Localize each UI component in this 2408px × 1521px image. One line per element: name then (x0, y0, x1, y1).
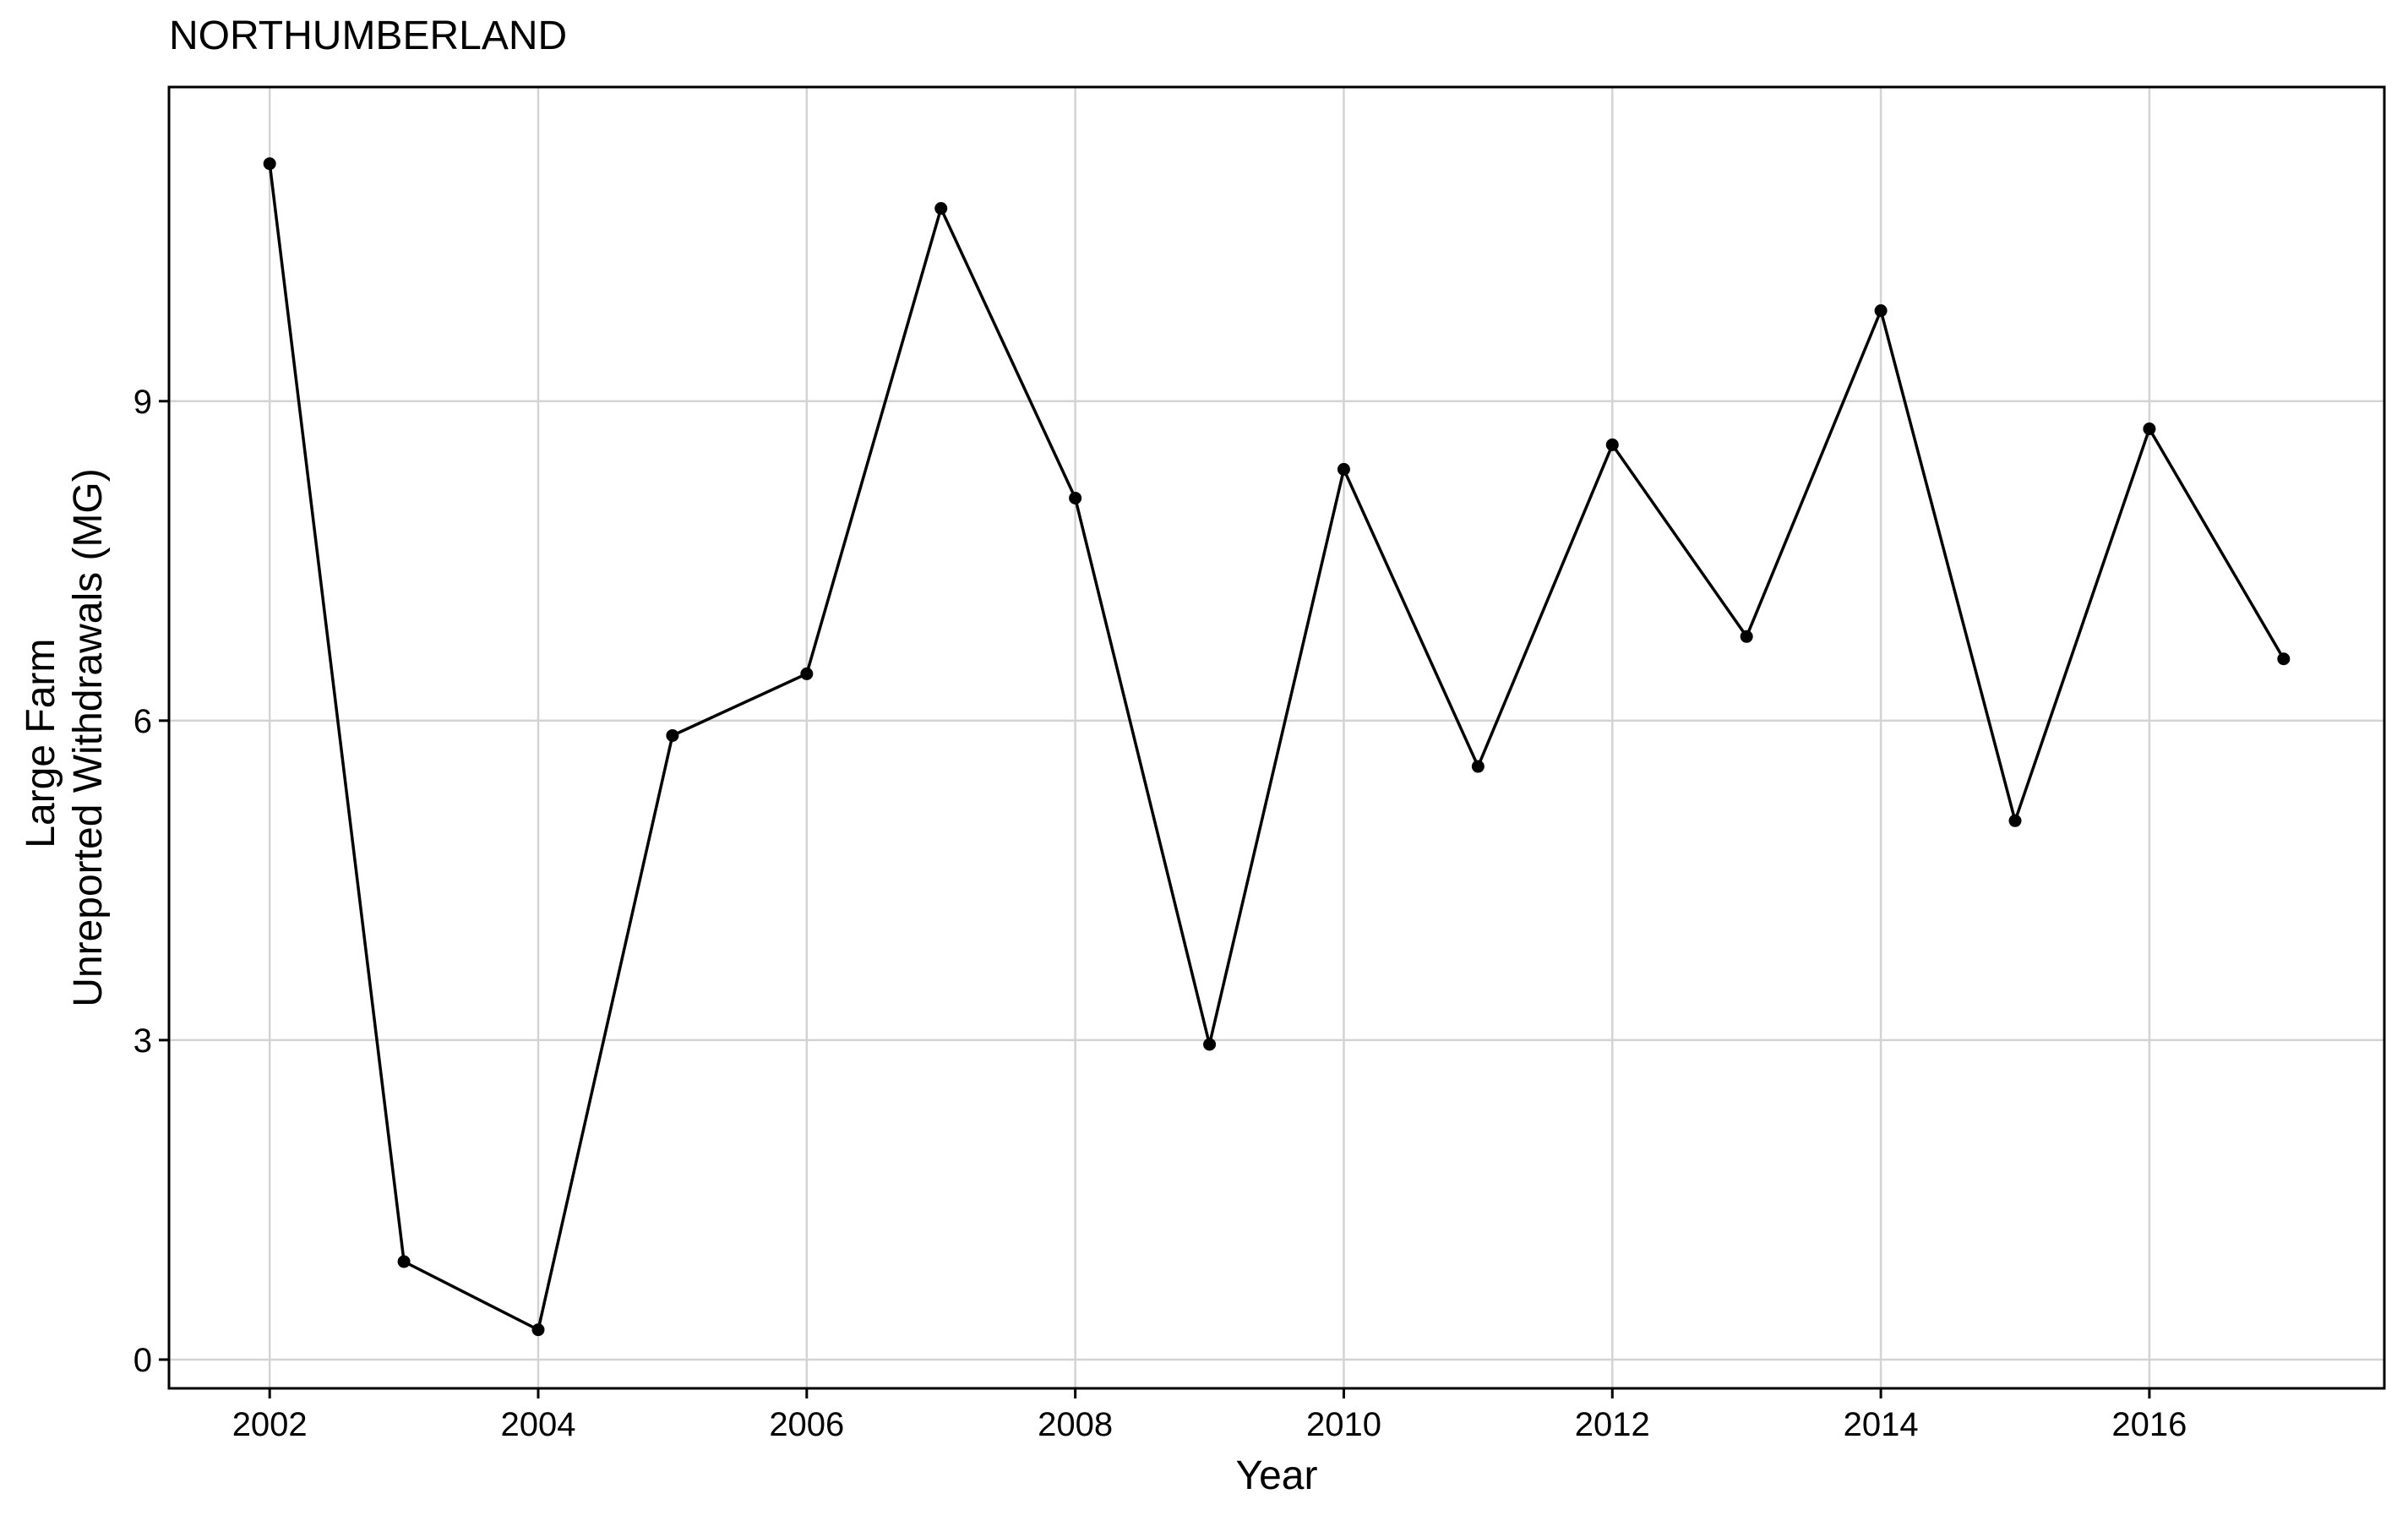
x-tick-label: 2016 (2111, 1406, 2187, 1443)
plot-panel-border (167, 85, 2386, 1390)
x-tick-label: 2008 (1038, 1406, 1113, 1443)
x-tick-label: 2004 (501, 1406, 576, 1443)
data-point-2016 (2143, 422, 2156, 436)
x-tick-label: 2010 (1306, 1406, 1381, 1443)
y-axis-title-line-1: Large Farm (19, 639, 63, 848)
y-tick-label: 9 (133, 384, 152, 421)
series-line-group (268, 163, 2285, 1332)
data-point-2009 (1203, 1038, 1217, 1051)
data-point-2005 (666, 728, 679, 742)
x-tick-label: 2012 (1575, 1406, 1650, 1443)
y-axis-title: Large Farm Unreported Withdrawals (MG) (19, 468, 111, 1007)
data-point-2015 (2008, 814, 2022, 827)
y-axis-title-line-2: Unreported Withdrawals (MG) (66, 468, 111, 1007)
data-point-2011 (1471, 760, 1485, 773)
data-point-2017 (2277, 652, 2291, 666)
y-tick-label: 6 (133, 703, 152, 740)
x-tick-label: 2006 (769, 1406, 844, 1443)
chart-title: NORTHUMBERLAND (169, 14, 567, 58)
y-tick-label: 3 (133, 1022, 152, 1060)
data-point-2010 (1337, 462, 1350, 476)
data-point-2014 (1874, 304, 1888, 318)
series-line (268, 163, 2285, 1332)
x-axis-title: Year (1236, 1453, 1318, 1498)
x-tick-label: 2002 (232, 1406, 308, 1443)
x-axis: 2002 2004 2006 2008 2010 2012 2014 2016 (232, 1388, 2187, 1443)
data-point-2003 (397, 1255, 411, 1268)
y-axis: 0 3 6 9 (133, 384, 169, 1379)
data-point-2002 (263, 157, 276, 171)
data-point-2006 (800, 667, 814, 680)
y-tick-label: 0 (133, 1342, 152, 1379)
data-point-2013 (1740, 630, 1753, 643)
data-point-2008 (1069, 491, 1082, 504)
gridlines (169, 87, 2384, 1388)
data-point-2012 (1605, 438, 1619, 451)
data-points (263, 157, 2291, 1337)
data-point-2007 (934, 202, 948, 215)
x-tick-label: 2014 (1844, 1406, 1919, 1443)
data-point-2004 (531, 1323, 545, 1337)
